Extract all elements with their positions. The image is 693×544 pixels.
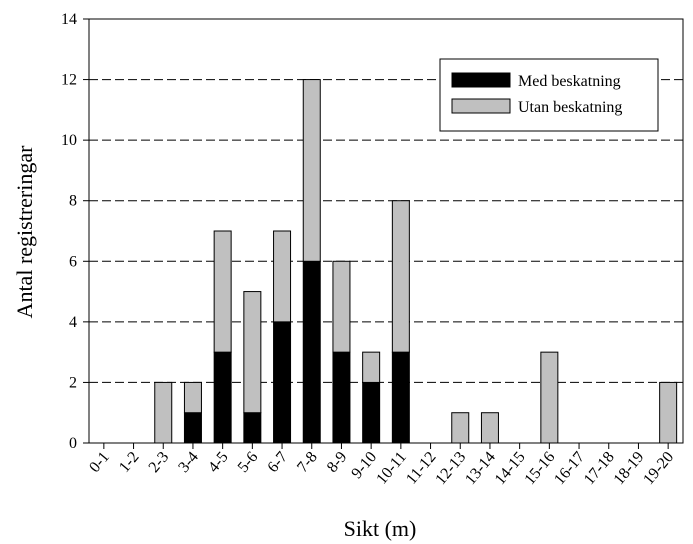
legend-label-med: Med beskatning: [518, 73, 621, 90]
bar-med-4-5: [213, 351, 232, 444]
x-tick-label-15-16: 15-16: [521, 449, 558, 489]
y-axis-title: Antal registreringar: [12, 145, 37, 319]
y-tick-label-10: 10: [61, 132, 77, 149]
bar-utan-12-13: [451, 412, 470, 444]
bar-utan-5-6: [243, 291, 262, 414]
y-tick-label-8: 8: [69, 193, 77, 210]
plot-frame: [88, 18, 684, 444]
x-tick-label-10-11: 10-11: [373, 449, 410, 488]
bar-med-6-7: [273, 321, 292, 444]
bar-utan-3-4: [183, 381, 202, 414]
bar-med-8-9: [332, 351, 351, 444]
legend-label-utan: Utan beskatning: [518, 99, 622, 116]
x-tick-label-16-17: 16-17: [551, 449, 588, 489]
bar-utan-8-9: [332, 260, 351, 353]
bar-med-3-4: [183, 412, 202, 444]
legend-box: [439, 58, 659, 132]
bar-utan-4-5: [213, 230, 232, 353]
y-tick-label-0: 0: [69, 435, 77, 452]
bar-utan-2-3: [154, 381, 173, 444]
x-tick-label-6-7: 6-7: [264, 449, 291, 476]
x-tick-label-8-9: 8-9: [324, 449, 351, 476]
bar-utan-6-7: [273, 230, 292, 323]
x-tick-label-19-20: 19-20: [640, 449, 677, 489]
x-tick-label-2-3: 2-3: [146, 449, 173, 476]
bar-utan-19-20: [659, 381, 678, 444]
bar-utan-9-10: [362, 351, 381, 383]
bars: [154, 79, 678, 444]
axes: [88, 18, 684, 444]
legend-swatch-med: [451, 72, 511, 88]
x-tick-label-12-13: 12-13: [432, 449, 469, 489]
y-tick-label-4: 4: [69, 314, 77, 331]
x-axis-title: Sikt (m): [344, 516, 417, 541]
x-tick-label-5-6: 5-6: [235, 449, 262, 476]
bar-med-10-11: [391, 351, 410, 444]
bar-med-9-10: [362, 381, 381, 444]
x-tick-label-0-1: 0-1: [86, 449, 113, 476]
y-tick-label-2: 2: [69, 374, 77, 391]
x-tick-label-14-15: 14-15: [492, 449, 529, 489]
y-tick-label-6: 6: [69, 253, 77, 270]
bar-med-7-8: [302, 260, 321, 444]
x-tick-label-1-2: 1-2: [116, 449, 143, 476]
bar-utan-10-11: [391, 200, 410, 353]
x-tick-label-3-4: 3-4: [175, 449, 202, 476]
x-axis-ticks: 0-1 1-2 2-3 3-4 4-5 5-6 6-7 7-8 8-99-1010-1111-1…: [86, 443, 677, 488]
x-tick-label-18-19: 18-19: [610, 449, 647, 489]
x-tick-label-17-18: 17-18: [581, 449, 618, 489]
y-tick-label-12: 12: [61, 72, 77, 89]
bar-med-5-6: [243, 412, 262, 444]
legend-swatch-utan: [451, 98, 511, 114]
x-tick-label-11-12: 11-12: [403, 449, 440, 488]
legend: Med beskatning Utan beskatning: [439, 58, 659, 132]
y-tick-label-14: 14: [61, 11, 77, 28]
x-tick-label-4-5: 4-5: [205, 449, 232, 476]
bar-utan-7-8: [302, 79, 321, 262]
y-axis-ticks: 0 2 4 6 8 10 12 14: [61, 11, 89, 452]
x-tick-label-13-14: 13-14: [462, 449, 499, 489]
bar-utan-13-14: [480, 412, 499, 444]
x-tick-label-7-8: 7-8: [294, 449, 321, 476]
bar-utan-15-16: [540, 351, 559, 444]
